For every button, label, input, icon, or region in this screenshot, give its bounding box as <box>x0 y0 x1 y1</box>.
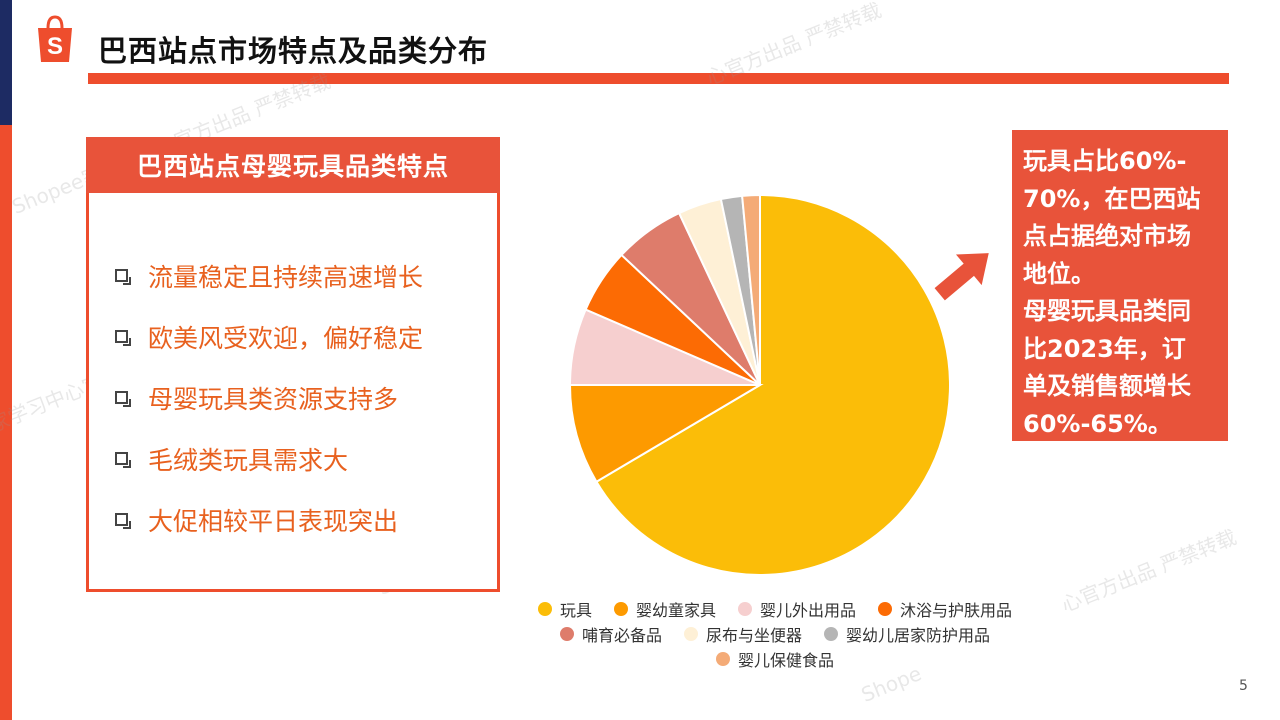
feature-item-text: 毛绒类玩具需求大 <box>148 446 349 475</box>
feature-item-text: 母婴玩具类资源支持多 <box>148 385 399 414</box>
pie-slice-1 <box>568 384 764 484</box>
legend-swatch <box>683 626 698 641</box>
checkbox-bullet-icon <box>115 269 131 285</box>
svg-text:S: S <box>47 33 63 60</box>
feature-item: 流量稳定且持续高速增长 <box>115 258 423 319</box>
legend-swatch <box>715 651 730 666</box>
legend-item: 婴儿保健食品 <box>715 647 834 671</box>
category-pie-chart <box>568 193 951 576</box>
legend-row: 玩具 婴幼童家具 婴儿外出用品 沐浴与护肤用品 <box>505 596 1045 621</box>
legend-item: 玩具 <box>537 597 592 621</box>
legend-label: 婴幼童家具 <box>635 600 716 620</box>
shopee-logo-icon: S <box>38 15 72 62</box>
chart-legend: 玩具 婴幼童家具 婴儿外出用品 沐浴与护肤用品 哺育必备品 尿布与坐便器 婴幼儿… <box>505 596 1045 671</box>
legend-label: 尿布与坐便器 <box>705 625 802 645</box>
info-line: 比2023年，订 <box>1023 334 1186 363</box>
info-line: 地位。 <box>1023 259 1095 288</box>
info-line: 玩具占比60%- <box>1023 147 1187 175</box>
legend-label: 哺育必备品 <box>581 625 662 645</box>
feature-item-text: 欧美风受欢迎，偏好稳定 <box>148 324 424 353</box>
page-title: 巴西站点市场特点及品类分布 <box>98 34 489 68</box>
legend-row: 婴儿保健食品 <box>505 646 1045 671</box>
legend-swatch <box>824 626 838 641</box>
checkbox-bullet-icon <box>115 391 131 407</box>
info-line: 单及销售额增长 <box>1023 372 1191 400</box>
checkbox-bullet-icon <box>115 513 131 529</box>
feature-list: 流量稳定且持续高速增长 欧美风受欢迎，偏好稳定 母婴玩具类资源支持多 毛绒类玩具… <box>115 258 423 563</box>
info-line: 母婴玩具品类同 <box>1023 297 1191 325</box>
legend-label: 婴儿保健食品 <box>737 650 834 670</box>
feature-panel-title: 巴西站点母婴玩具品类特点 <box>86 137 500 193</box>
page-number: 5 <box>1239 678 1248 694</box>
feature-item: 母婴玩具类资源支持多 <box>115 380 423 441</box>
info-line: 60%-65%。 <box>1023 409 1172 438</box>
legend-swatch <box>738 601 752 616</box>
legend-swatch <box>878 601 893 616</box>
legend-item: 哺育必备品 <box>559 622 662 646</box>
legend-label: 沐浴与护肤用品 <box>900 600 1013 620</box>
legend-item: 尿布与坐便器 <box>683 622 802 646</box>
legend-swatch <box>559 626 574 641</box>
legend-item: 沐浴与护肤用品 <box>878 597 1012 621</box>
legend-row: 哺育必备品 尿布与坐便器 婴幼儿居家防护用品 <box>505 621 1045 646</box>
legend-item: 婴儿外出用品 <box>738 597 856 621</box>
left-accent-bar-navy <box>0 0 12 125</box>
legend-swatch <box>613 601 628 616</box>
legend-item: 婴幼儿居家防护用品 <box>824 622 990 646</box>
legend-label: 婴儿外出用品 <box>760 600 857 620</box>
legend-label: 婴幼儿居家防护用品 <box>846 625 991 645</box>
title-underline <box>88 73 1229 84</box>
legend-label: 玩具 <box>559 600 592 620</box>
pie-slice-0 <box>595 193 951 576</box>
feature-item-text: 大促相较平日表现突出 <box>148 507 399 536</box>
feature-panel <box>86 137 500 592</box>
legend-swatch <box>537 601 552 616</box>
checkbox-bullet-icon <box>115 452 131 468</box>
info-callout: 玩具占比60%- 70%，在巴西站 点占据绝对市场 地位。 母婴玩具品类同 比2… <box>1012 130 1228 441</box>
legend-item: 婴幼童家具 <box>613 597 716 621</box>
checkbox-bullet-icon <box>115 330 131 346</box>
feature-item: 欧美风受欢迎，偏好稳定 <box>115 319 423 380</box>
info-line: 70%，在巴西站 <box>1023 184 1201 213</box>
watermark: 心官方出品 严禁转载 <box>1057 524 1240 617</box>
feature-item: 大促相较平日表现突出 <box>115 502 423 563</box>
info-line: 点占据绝对市场 <box>1023 222 1191 250</box>
arrow-right-icon <box>934 253 989 301</box>
left-accent-bar-orange <box>0 125 12 720</box>
pie-slice-7 <box>741 193 761 386</box>
feature-item: 毛绒类玩具需求大 <box>115 441 423 502</box>
feature-item-text: 流量稳定且持续高速增长 <box>148 263 424 292</box>
